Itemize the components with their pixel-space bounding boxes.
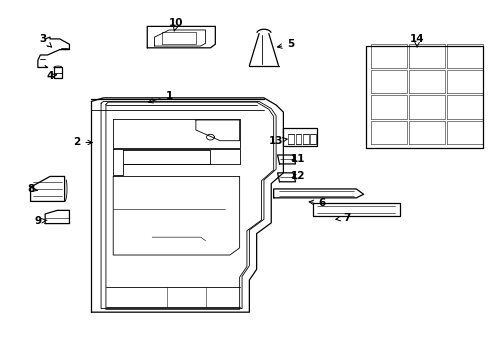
Text: 1: 1 [148,91,172,103]
Text: 9: 9 [34,216,47,226]
Text: 2: 2 [73,138,92,148]
Text: 7: 7 [335,212,349,222]
Text: 6: 6 [308,198,325,208]
Text: 4: 4 [46,71,57,81]
Text: 11: 11 [290,154,305,163]
Text: 13: 13 [268,136,286,146]
Text: 10: 10 [169,18,183,31]
Text: 12: 12 [290,171,305,181]
Text: 14: 14 [409,34,424,47]
Text: 8: 8 [27,184,37,194]
Text: 3: 3 [39,34,52,47]
Text: 5: 5 [277,39,294,49]
